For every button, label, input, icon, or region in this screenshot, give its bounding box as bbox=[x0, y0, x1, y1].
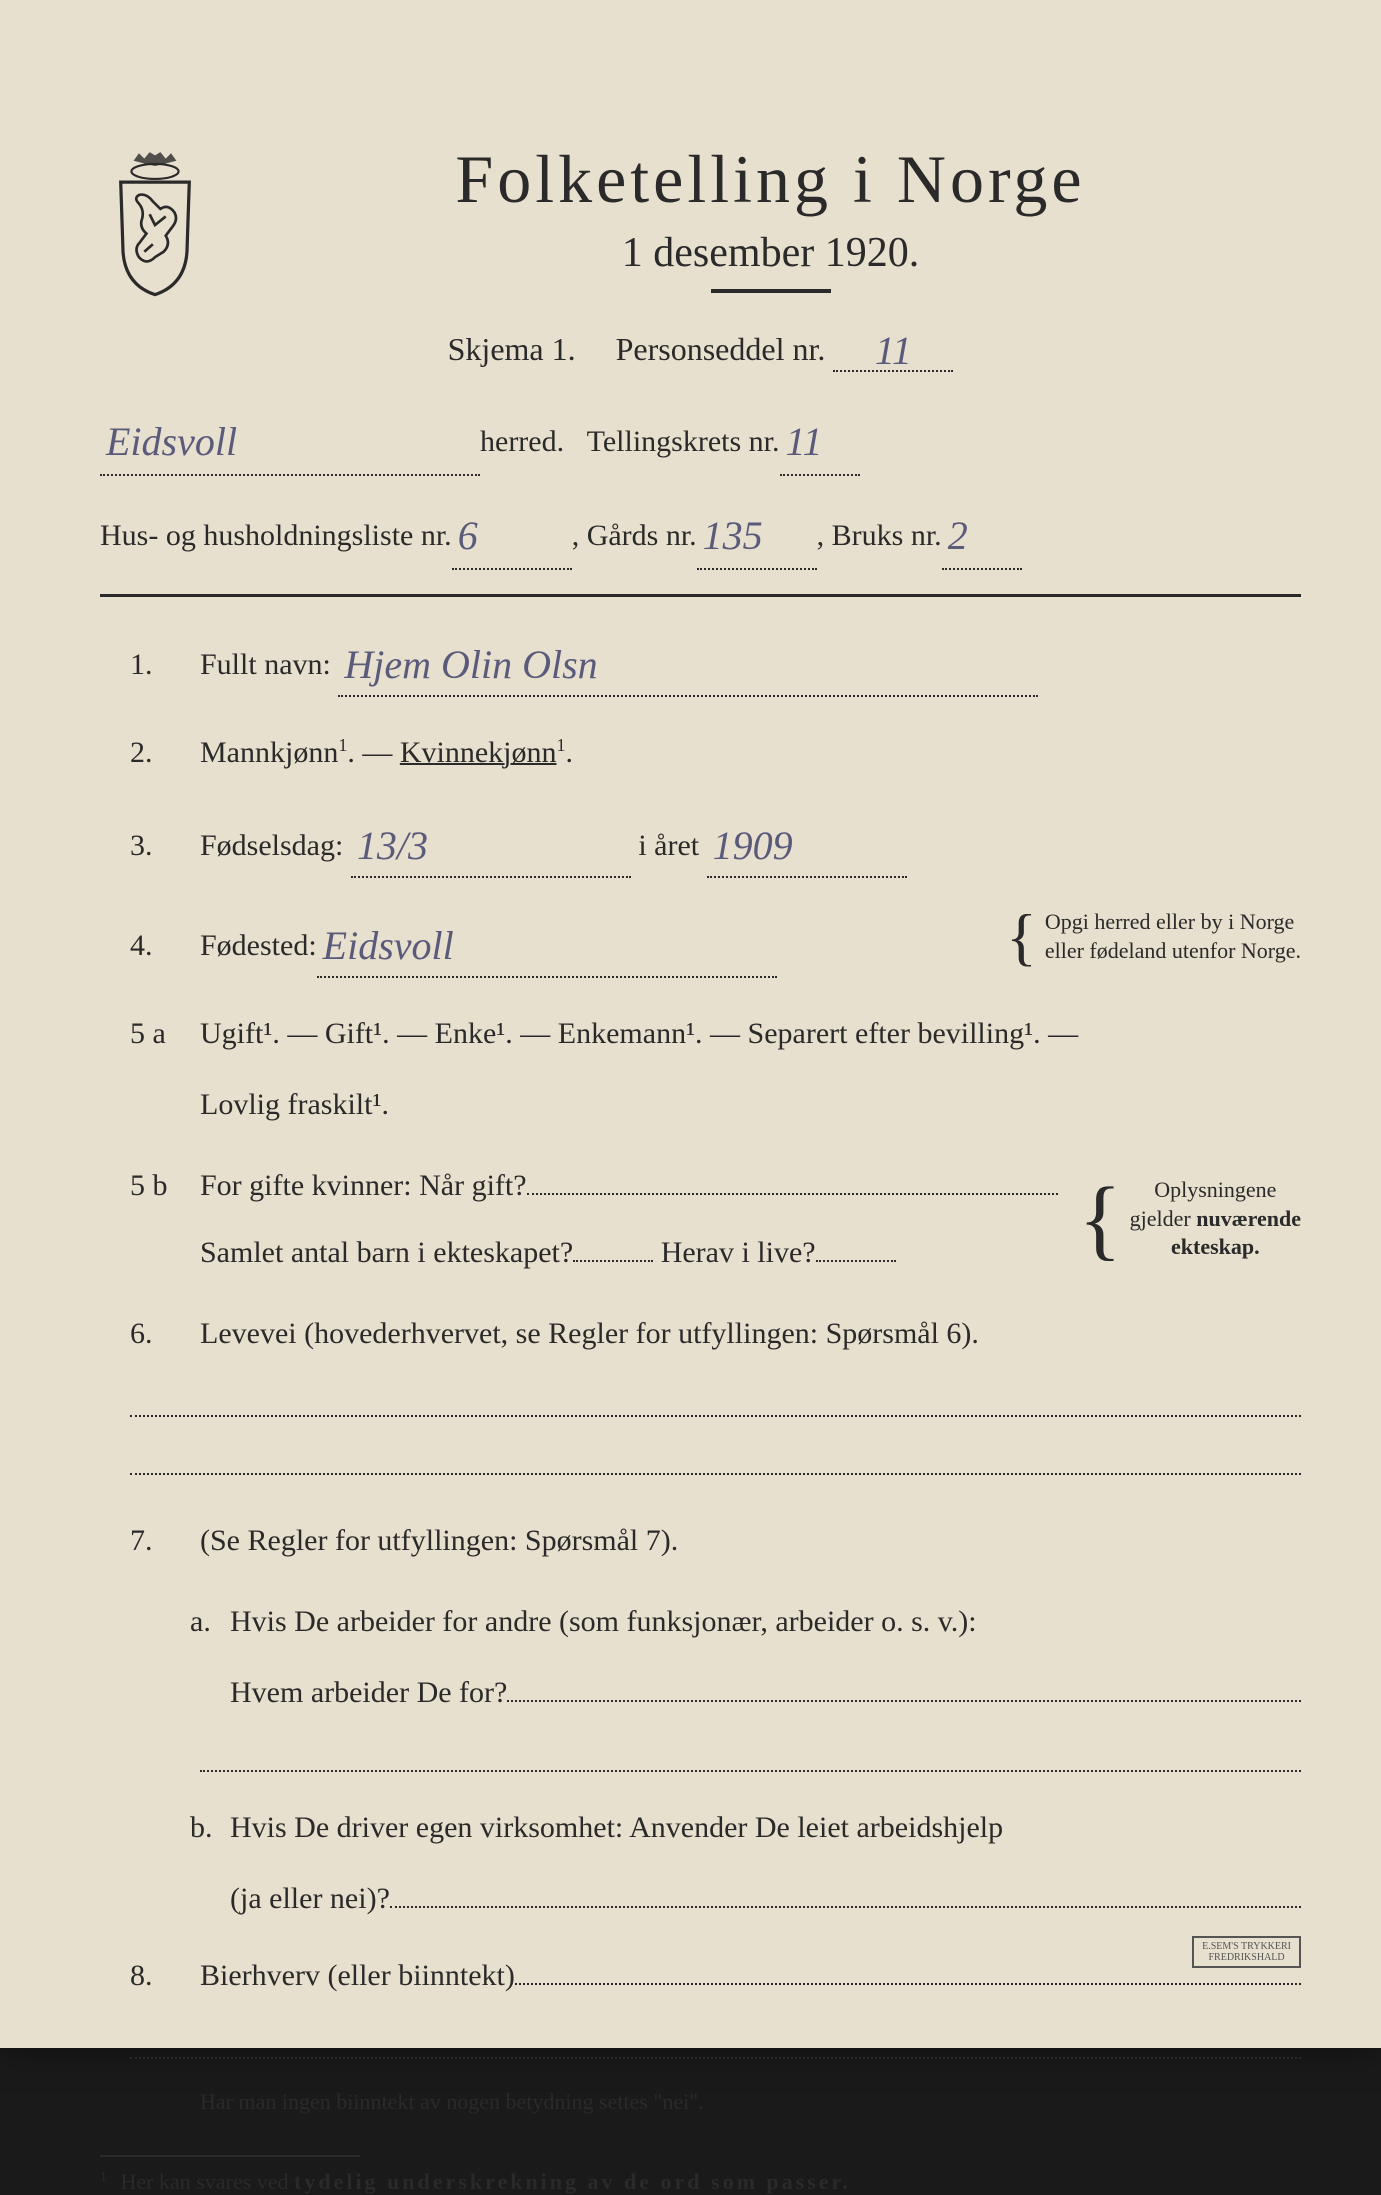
herred-label: herred. bbox=[480, 415, 564, 469]
herred-value: Eidsvoll bbox=[106, 419, 237, 464]
q8-num: 8. bbox=[130, 1950, 200, 2001]
personseddel-nr: 11 bbox=[875, 328, 912, 373]
q5a-text: Ugift¹. — Gift¹. — Enke¹. — Enkemann¹. —… bbox=[200, 1017, 1078, 1050]
tellingskrets-nr: 11 bbox=[786, 419, 823, 464]
q7: 7. (Se Regler for utfyllingen: Spørsmål … bbox=[130, 1515, 1301, 1566]
q7a-l1: Hvis De arbeider for andre (som funksjon… bbox=[230, 1596, 1301, 1647]
q7b-l2: (ja eller nei)? bbox=[230, 1873, 390, 1924]
q5a: 5 a Ugift¹. — Gift¹. — Enke¹. — Enkemann… bbox=[130, 1008, 1301, 1059]
q5a-num: 5 a bbox=[130, 1008, 200, 1059]
q1-num: 1. bbox=[130, 639, 200, 690]
q4-note: { Opgi herred eller by i Norge eller fød… bbox=[1006, 908, 1301, 965]
q2-dash: — bbox=[362, 736, 400, 769]
footnote-pre: Her kan svares ved bbox=[121, 2169, 295, 2194]
printer-stamp: E.SEM'S TRYKKERI FREDRIKSHALD bbox=[1192, 1936, 1301, 1968]
q6-num: 6. bbox=[130, 1308, 200, 1359]
personseddel-label: Personseddel nr. bbox=[616, 331, 826, 367]
q4-num: 4. bbox=[130, 920, 200, 971]
form-meta-line-1: Skjema 1. Personseddel nr. 11 bbox=[100, 323, 1301, 372]
q3-year-label: i året bbox=[638, 829, 699, 862]
census-form-page: Folketelling i Norge 1 desember 1920. Sk… bbox=[0, 0, 1381, 2048]
q7b: b. Hvis De driver egen virksomhet: Anven… bbox=[190, 1802, 1301, 1924]
q4-note-l1: Opgi herred eller by i Norge bbox=[1045, 908, 1301, 937]
q6: 6. Levevei (hovederhvervet, se Regler fo… bbox=[130, 1308, 1301, 1359]
section-divider bbox=[100, 594, 1301, 597]
footer-note: Har man ingen biinntekt av nogen betydni… bbox=[200, 2089, 1301, 2115]
tellingskrets-label: Tellingskrets nr. bbox=[587, 415, 780, 469]
q3-day: 13/3 bbox=[357, 823, 428, 868]
form-meta-line-2: Eidsvoll herred. Tellingskrets nr. 11 bbox=[100, 402, 1301, 476]
q3-num: 3. bbox=[130, 820, 200, 871]
q1-value: Hjem Olin Olsn bbox=[344, 642, 597, 687]
q3-year: 1909 bbox=[713, 823, 793, 868]
questions-block: 1. Fullt navn: Hjem Olin Olsn 2. Mannkjø… bbox=[130, 627, 1301, 2115]
q5b-note: { Oplysningene gjelder nuværende ekteska… bbox=[1078, 1176, 1301, 1262]
q5a-cont: Lovlig fraskilt¹. bbox=[130, 1079, 1301, 1130]
q7-num: 7. bbox=[130, 1515, 200, 1566]
q7a-fill bbox=[200, 1744, 1301, 1772]
q7a-l2: Hvem arbeider De for? bbox=[230, 1667, 507, 1718]
q8: 8. Bierhverv (eller biinntekt) bbox=[130, 1950, 1301, 2001]
bruks-nr: 2 bbox=[948, 513, 968, 558]
main-title: Folketelling i Norge bbox=[240, 140, 1301, 219]
q5b-num: 5 b bbox=[130, 1160, 200, 1211]
form-meta-line-3: Hus- og husholdningsliste nr. 6 , Gårds … bbox=[100, 496, 1301, 570]
skjema-label: Skjema 1. bbox=[448, 331, 576, 367]
q2: 2. Mannkjønn1. — Kvinnekjønn1. bbox=[130, 727, 1301, 778]
q6-text: Levevei (hovederhvervet, se Regler for u… bbox=[200, 1308, 1301, 1359]
header: Folketelling i Norge 1 desember 1920. bbox=[100, 140, 1301, 323]
q5b-note-l1: Oplysningene bbox=[1130, 1176, 1301, 1205]
q1-label: Fullt navn: bbox=[200, 648, 331, 681]
subtitle: 1 desember 1920. bbox=[240, 229, 1301, 277]
q3: 3. Fødselsdag: 13/3 i året 1909 bbox=[130, 808, 1301, 878]
printer-l2: FREDRIKSHALD bbox=[1202, 1952, 1291, 1963]
q8-label: Bierhverv (eller biinntekt) bbox=[200, 1950, 515, 2001]
q2-mann: Mannkjønn bbox=[200, 736, 338, 769]
q6-fill-1 bbox=[130, 1389, 1301, 1417]
q4: 4. Fødested: Eidsvoll { Opgi herred elle… bbox=[130, 908, 1301, 978]
q7b-l1: Hvis De driver egen virksomhet: Anvender… bbox=[230, 1802, 1301, 1853]
husliste-label: Hus- og husholdningsliste nr. bbox=[100, 509, 452, 563]
q3-label: Fødselsdag: bbox=[200, 829, 343, 862]
husliste-nr: 6 bbox=[458, 513, 478, 558]
norway-coat-of-arms-icon bbox=[100, 150, 210, 300]
q4-value: Eidsvoll bbox=[323, 923, 454, 968]
q5b-note-bold: nuværende bbox=[1196, 1206, 1301, 1231]
q5b: 5 b For gifte kvinner: Når gift? Samlet … bbox=[130, 1160, 1301, 1278]
q5a-text2: Lovlig fraskilt¹. bbox=[200, 1079, 1301, 1130]
q5b-note-l3: ekteskap. bbox=[1171, 1234, 1260, 1259]
gards-nr: 135 bbox=[703, 513, 763, 558]
q2-num: 2. bbox=[130, 727, 200, 778]
q2-kvinne: Kvinnekjønn bbox=[400, 736, 557, 769]
q5b-l1a: For gifte kvinner: Når gift? bbox=[200, 1160, 527, 1211]
footnote-rule bbox=[100, 2155, 360, 2157]
footnote-num: 1 bbox=[100, 2170, 107, 2185]
footnote-bold: tydelig underskrekning av de ord som pas… bbox=[294, 2169, 851, 2194]
q7-intro: (Se Regler for utfyllingen: Spørsmål 7). bbox=[200, 1515, 1301, 1566]
q4-label: Fødested: bbox=[200, 920, 317, 971]
q7b-letter: b. bbox=[190, 1802, 230, 1853]
q6-fill-2 bbox=[130, 1447, 1301, 1475]
q4-note-l2: eller fødeland utenfor Norge. bbox=[1045, 937, 1301, 966]
q5b-l2b: Herav i live? bbox=[661, 1227, 816, 1278]
q5b-l2a: Samlet antal barn i ekteskapet? bbox=[200, 1227, 573, 1278]
footnote: 1 Her kan svares ved tydelig underskrekn… bbox=[100, 2169, 1301, 2195]
q7a-letter: a. bbox=[190, 1596, 230, 1647]
q1: 1. Fullt navn: Hjem Olin Olsn bbox=[130, 627, 1301, 697]
bruks-label: , Bruks nr. bbox=[817, 509, 942, 563]
q8-fill bbox=[130, 2031, 1301, 2059]
printer-l1: E.SEM'S TRYKKERI bbox=[1202, 1941, 1291, 1952]
title-divider bbox=[711, 289, 831, 293]
q7a: a. Hvis De arbeider for andre (som funks… bbox=[190, 1596, 1301, 1718]
gards-label: , Gårds nr. bbox=[572, 509, 697, 563]
title-block: Folketelling i Norge 1 desember 1920. bbox=[240, 140, 1301, 323]
